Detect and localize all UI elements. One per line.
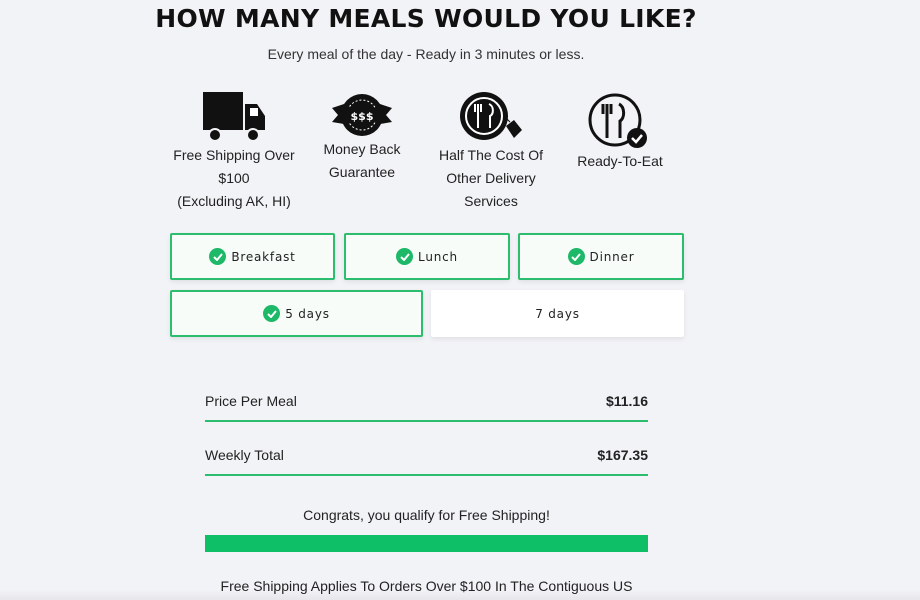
check-icon — [567, 248, 585, 265]
option-label: Lunch — [418, 249, 458, 264]
option-label: Breakfast — [231, 249, 296, 264]
days-option-5[interactable]: 5 days — [170, 290, 423, 337]
plate-check-icon — [588, 93, 647, 148]
shipping-progress-bar — [205, 535, 648, 552]
feature-text: Services — [464, 193, 518, 209]
page-subtitle: Every meal of the day - Ready in 3 minut… — [267, 46, 585, 62]
shipping-note: Free Shipping Applies To Orders Over $10… — [220, 578, 633, 594]
feature-text: (Excluding AK, HI) — [177, 193, 291, 209]
free-shipping-message: Congrats, you qualify for Free Shipping! — [303, 507, 550, 523]
page-title: HOW MANY MEALS WOULD YOU LIKE? — [155, 4, 697, 33]
feature-ready-to-eat: Ready-To-Eat — [570, 92, 670, 173]
feature-free-shipping: Free Shipping Over $100 (Excluding AK, H… — [170, 88, 298, 213]
total-label: Weekly Total — [205, 447, 284, 463]
feature-half-cost: Half The Cost Of Other Delivery Services — [432, 88, 550, 213]
feature-text: $100 — [218, 170, 250, 186]
check-icon — [396, 248, 414, 265]
money-back-badge-icon: $$$ — [332, 94, 392, 136]
feature-text: Other Delivery — [446, 170, 536, 186]
truck-icon — [203, 92, 265, 142]
days-option-7[interactable]: 7 days — [431, 290, 684, 337]
check-icon — [263, 305, 281, 322]
feature-money-back: $$$ Money Back Guarantee — [316, 92, 408, 184]
feature-text: Money Back — [323, 141, 401, 157]
total-value: $167.35 — [597, 447, 648, 463]
meal-option-dinner[interactable]: Dinner — [518, 233, 684, 280]
meal-option-breakfast[interactable]: Breakfast — [170, 233, 335, 280]
price-per-meal-row: Price Per Meal $11.16 — [205, 393, 648, 422]
option-label: 7 days — [535, 306, 580, 321]
bottom-shadow — [0, 590, 920, 600]
price-value: $11.16 — [605, 393, 648, 409]
plate-price-tag-icon — [460, 92, 522, 140]
weekly-total-row: Weekly Total $167.35 — [205, 447, 648, 476]
feature-text: Ready-To-Eat — [577, 153, 663, 169]
option-label: 5 days — [285, 306, 330, 321]
feature-text: Free Shipping Over — [173, 147, 295, 163]
feature-text: Guarantee — [328, 164, 396, 180]
check-icon — [209, 248, 227, 265]
meal-option-lunch[interactable]: Lunch — [344, 233, 510, 280]
price-label: Price Per Meal — [205, 393, 297, 409]
option-label: Dinner — [589, 249, 635, 264]
shipping-progress-fill — [205, 535, 648, 552]
svg-text:$$$: $$$ — [351, 110, 374, 123]
feature-text: Half The Cost Of — [438, 147, 543, 163]
